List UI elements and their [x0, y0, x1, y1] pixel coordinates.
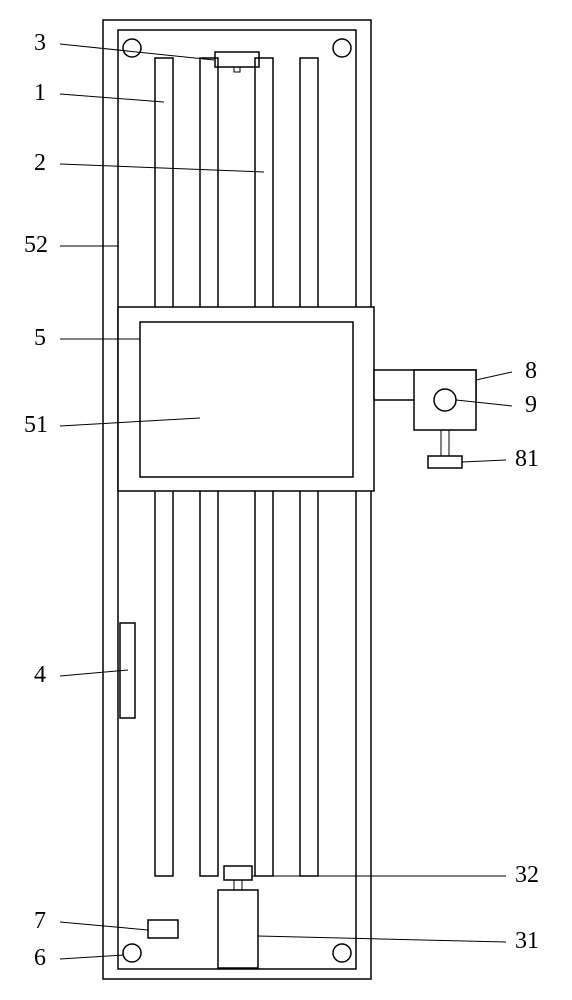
label-81: 81 [515, 446, 539, 472]
canvas-bg [0, 0, 572, 1000]
technical-diagram: 3125255147689813231 [0, 0, 572, 1000]
label-31: 31 [515, 928, 539, 954]
label-51: 51 [24, 412, 48, 438]
label-4: 4 [34, 662, 46, 688]
label-52: 52 [24, 232, 48, 258]
label-2: 2 [34, 150, 46, 176]
label-1: 1 [34, 80, 46, 106]
label-6: 6 [34, 945, 46, 971]
label-5: 5 [34, 325, 46, 351]
carriage-outer [118, 307, 374, 491]
label-32: 32 [515, 862, 539, 888]
label-3: 3 [34, 30, 46, 56]
label-7: 7 [34, 908, 46, 934]
label-8: 8 [525, 358, 537, 384]
arm-block [414, 370, 476, 430]
label-9: 9 [525, 392, 537, 418]
